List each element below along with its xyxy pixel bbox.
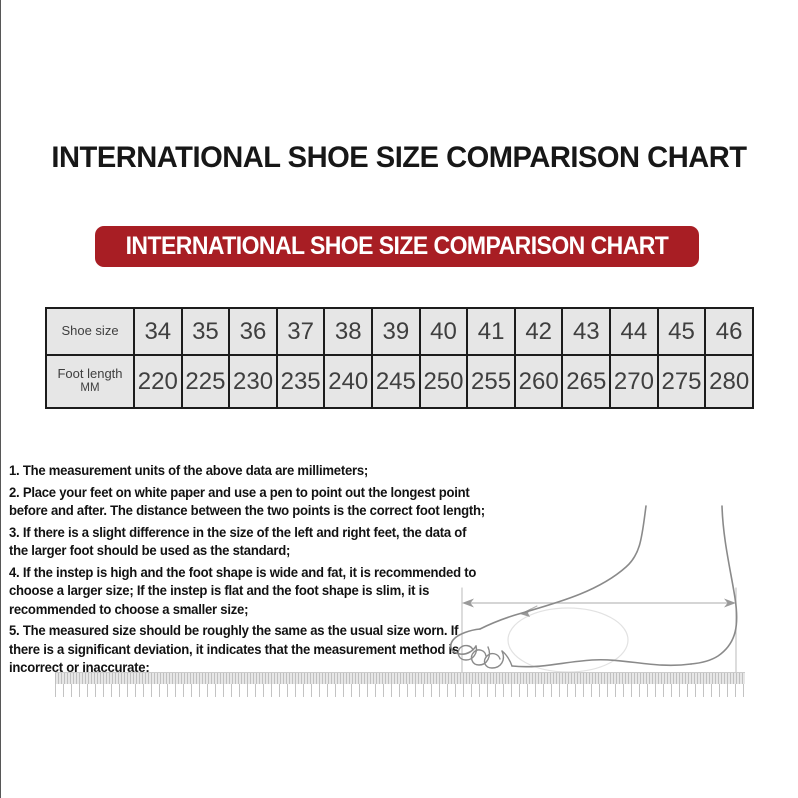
ruler-ticks — [55, 684, 745, 697]
size-cell: 39 — [371, 307, 421, 356]
note-item: 3. If there is a slight difference in th… — [9, 524, 467, 559]
size-cell: 35 — [180, 307, 231, 356]
title-banner: INTERNATIONAL SHOE SIZE COMPARISON CHART — [95, 226, 699, 267]
table-row-shoe-size: Shoe size 34 35 36 37 38 39 40 41 42 43 … — [45, 307, 754, 356]
size-cell: 34 — [133, 307, 183, 356]
length-cell: 230 — [228, 354, 278, 409]
size-comparison-table: Shoe size 34 35 36 37 38 39 40 41 42 43 … — [45, 307, 754, 409]
size-cell: 41 — [466, 307, 516, 356]
length-cell: 280 — [704, 354, 754, 409]
left-edge-line — [0, 0, 1, 798]
banner-label: INTERNATIONAL SHOE SIZE COMPARISON CHART — [125, 232, 669, 260]
length-cell: 250 — [418, 354, 469, 409]
ruler-band — [55, 672, 745, 684]
size-cell: 45 — [656, 307, 707, 356]
size-cell: 46 — [704, 307, 754, 356]
length-cell: 235 — [275, 354, 326, 409]
note-item: 5. The measured size should be roughly t… — [9, 623, 459, 675]
length-cell: 260 — [513, 354, 564, 409]
size-cell: 42 — [513, 307, 564, 356]
page-title: INTERNATIONAL SHOE SIZE COMPARISON CHART — [51, 141, 747, 174]
length-cell: 265 — [561, 354, 612, 409]
foot-measurement-illustration — [450, 505, 738, 673]
length-cell: 225 — [180, 354, 231, 409]
length-cell: 240 — [323, 354, 374, 409]
measurement-notes-list: 1. The measurement units of the above da… — [9, 462, 488, 681]
length-cell: 255 — [466, 354, 516, 409]
toe-curls — [457, 644, 513, 669]
size-cell: 38 — [323, 307, 374, 356]
size-cell: 36 — [228, 307, 278, 356]
length-cell: 270 — [609, 354, 659, 409]
shoe-size-row-header: Shoe size — [45, 307, 135, 356]
note-item: 1. The measurement units of the above da… — [9, 463, 369, 478]
foot-length-header-line1: Foot length — [57, 366, 123, 382]
length-cell: 275 — [656, 354, 707, 409]
note-item: 2. Place your feet on white paper and us… — [9, 484, 485, 519]
table-row-foot-length: Foot length MM 220 225 230 235 240 245 2… — [45, 354, 754, 409]
size-cell: 37 — [275, 307, 326, 356]
length-cell: 245 — [371, 354, 421, 409]
length-cell: 220 — [133, 354, 183, 409]
foot-length-row-header: Foot length MM — [45, 354, 135, 409]
size-cell: 44 — [609, 307, 659, 356]
size-cell: 43 — [561, 307, 612, 356]
size-cell: 40 — [418, 307, 469, 356]
note-item: 4. If the instep is high and the foot sh… — [9, 564, 477, 617]
foot-length-header-line2: MM — [80, 382, 100, 395]
foot-outline — [450, 505, 738, 668]
ruler-graphic — [55, 672, 745, 697]
